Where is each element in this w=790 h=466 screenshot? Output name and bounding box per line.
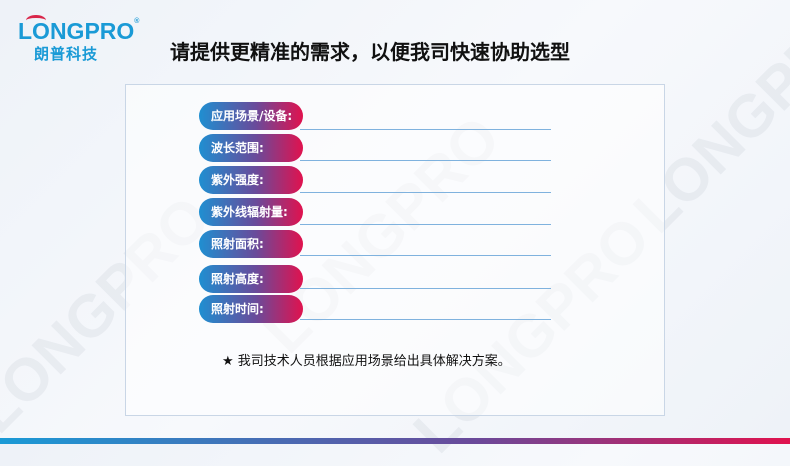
field-input-line[interactable]: [300, 255, 551, 256]
field-input-line[interactable]: [300, 129, 551, 130]
field-label: 照射高度:: [199, 265, 303, 293]
bottom-bar: [0, 438, 790, 444]
field-input-line[interactable]: [300, 224, 551, 225]
field-input-line[interactable]: [300, 192, 551, 193]
field-label: 照射时间:: [199, 295, 303, 323]
field-label: 照射面积:: [199, 230, 303, 258]
field-label: 应用场景/设备:: [199, 102, 303, 130]
footnote: ★ 我司技术人员根据应用场景给出具体解决方案。: [222, 354, 511, 369]
field-input-line[interactable]: [300, 160, 551, 161]
field-input-line[interactable]: [300, 288, 551, 289]
field-label: 波长范围:: [199, 134, 303, 162]
logo: LONGPRO® 朗普科技: [18, 15, 140, 63]
field-label: 紫外线辐射量:: [199, 198, 303, 226]
page-title: 请提供更精准的需求，以便我司快速协助选型: [170, 40, 570, 64]
field-input-line[interactable]: [300, 319, 551, 320]
field-label: 紫外强度:: [199, 166, 303, 194]
